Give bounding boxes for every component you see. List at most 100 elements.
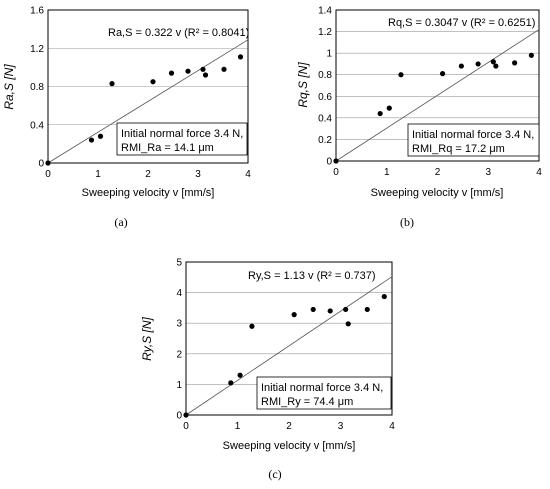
panel-a-note-box — [116, 122, 248, 156]
panel-b-y-tick-label: 1 — [326, 49, 332, 60]
panel-a: 0 0.4 0.8 1.2 1.6 0 1 2 3 4 Ra,S = 0.322 v (R² =… — [2, 6, 251, 230]
panel-c-y-axis-title: Ry,S [N] — [140, 316, 154, 360]
panel-c-y-ticks: 0 1 2 3 4 5 — [176, 258, 182, 422]
panel-a-y-axis-title: Ra,S [N] — [2, 64, 16, 110]
panel-b-y-tick-label: 1.2 — [318, 27, 332, 38]
panel-c-x-tick-label: 4 — [389, 421, 395, 432]
panel-b-y-tick-label: 0.6 — [318, 92, 332, 103]
panel-b-equation: Rq,S = 0.3047 v (R² = 0.6251) — [388, 17, 535, 29]
panel-b-x-tick-label: 4 — [536, 167, 542, 178]
panel-b-y-axis-title: Rq,S [N] — [296, 62, 310, 108]
panel-c-note-box — [256, 376, 392, 410]
panel-c-x-tick-label: 0 — [183, 421, 189, 432]
panel-c-data-point — [291, 312, 297, 318]
panel-a-plot-area — [47, 9, 249, 164]
panel-a-x-tick-label: 0 — [45, 169, 51, 180]
panel-a-y-ticks: 0 0.4 0.8 1.2 1.6 — [30, 6, 44, 170]
panel-c-note-line2: RMI_Ry = 74.4 μm — [261, 396, 353, 408]
panel-b-data-point — [490, 59, 496, 65]
panel-c-equation: Ry,S = 1.13 v (R² = 0.737) — [248, 270, 376, 282]
panel-c-y-tick-label: 0 — [176, 411, 182, 422]
panel-b-data-point — [377, 110, 383, 117]
panel-a-y-tick-label: 1.2 — [30, 44, 44, 55]
panel-a-points — [45, 54, 244, 166]
panel-a-equation: Ra,S = 0.322 v (R² = 0.8041) — [108, 27, 249, 39]
panel-c-gridlines — [186, 292, 392, 385]
panel-b-y-tick-label: 0.2 — [318, 135, 332, 146]
panel-b-data-point — [333, 158, 339, 164]
panel-a-data-point — [168, 70, 175, 76]
panel-a-x-tick-label: 1 — [95, 169, 101, 180]
panel-b-y-tick-label: 0.8 — [318, 70, 332, 81]
panel-c-data-point — [228, 380, 234, 386]
panel-a-x-tick-label: 3 — [195, 169, 201, 180]
panel-a-y-tick-label: 0.8 — [30, 82, 44, 93]
panel-a-x-tick-label: 2 — [145, 169, 151, 180]
panel-a-trendline — [47, 39, 249, 164]
panel-c-data-point — [345, 321, 351, 327]
panel-a-data-point — [150, 79, 156, 85]
panel-b-data-point — [458, 63, 464, 69]
panel-b-data-point — [512, 60, 518, 66]
panel-b: 0 0.2 0.4 0.6 0.8 1 1.2 1.4 0 1 2 3 4 Rq,S = 0.3047… — [296, 6, 542, 230]
panel-a-data-point — [109, 81, 115, 87]
panel-c-data-point — [381, 293, 387, 300]
panel-a-data-point — [45, 160, 51, 166]
panel-a-x-tick-label: 4 — [245, 169, 251, 180]
panel-b-x-tick-label: 3 — [485, 167, 491, 178]
panel-b-x-axis-title: Sweeping velocity v [mm/s] — [371, 187, 504, 199]
panel-a-data-point — [88, 137, 95, 143]
panel-b-data-point — [475, 61, 481, 67]
panel-c-data-point — [327, 308, 333, 314]
panel-b-x-tick-label: 0 — [333, 167, 339, 178]
panel-c-data-point — [364, 306, 370, 313]
panel-a-data-point — [221, 66, 227, 72]
panel-c-x-tick-label: 3 — [338, 421, 344, 432]
panel-b-plot-area — [335, 9, 540, 162]
panel-a-x-ticks: 0 1 2 3 4 — [45, 169, 251, 180]
panel-a-y-tick-label: 0 — [38, 159, 44, 170]
panel-a-caption: (a) — [114, 215, 127, 229]
panel-c-data-point — [183, 412, 189, 418]
panel-b-note-line1: Initial normal force 3.4 N, — [412, 129, 534, 141]
panel-a-note-line1: Initial normal force 3.4 N, — [121, 128, 243, 140]
panel-b-x-tick-label: 1 — [384, 167, 390, 178]
panel-c-data-point — [310, 306, 316, 313]
panel-a-data-point — [202, 72, 209, 78]
panel-b-y-tick-label: 0 — [326, 157, 332, 168]
panel-a-data-point — [237, 54, 244, 60]
panel-c-data-point — [249, 323, 255, 329]
panel-a-data-point — [97, 133, 104, 139]
panel-c-y-tick-label: 5 — [176, 258, 182, 269]
panel-c-trendline — [185, 276, 393, 416]
panel-b-data-point — [398, 72, 404, 78]
panel-b-x-ticks: 0 1 2 3 4 — [333, 167, 542, 178]
panel-c-y-tick-label: 4 — [176, 288, 182, 299]
panel-b-caption: (b) — [400, 215, 414, 229]
panel-c-plot-area — [185, 261, 393, 416]
panel-b-note-line2: RMI_Rq = 17.2 μm — [412, 143, 505, 155]
panel-c-data-point — [343, 306, 349, 313]
panel-b-points — [333, 52, 534, 164]
panel-b-data-point — [439, 71, 446, 77]
panel-c-y-tick-label: 3 — [176, 319, 182, 330]
panel-a-y-tick-label: 0.4 — [30, 120, 44, 131]
panel-a-y-tick-label: 1.6 — [30, 6, 44, 17]
panel-b-data-point — [493, 63, 499, 69]
panel-c-y-tick-label: 1 — [176, 380, 182, 391]
panel-c-x-axis-title: Sweeping velocity v [mm/s] — [223, 440, 356, 452]
panel-a-gridlines — [48, 47, 248, 126]
panel-c-x-ticks: 0 1 2 3 4 — [183, 421, 395, 432]
panel-b-gridlines — [336, 31, 539, 140]
panel-c-x-tick-label: 2 — [286, 421, 292, 432]
panel-b-y-tick-label: 1.4 — [318, 6, 332, 17]
panel-a-x-axis-title: Sweeping velocity v [mm/s] — [82, 187, 215, 199]
panel-b-trendline — [335, 29, 540, 162]
panel-a-data-point — [185, 68, 191, 74]
panel-c-data-point — [237, 372, 243, 378]
panel-c-caption: (c) — [268, 467, 281, 481]
panel-b-data-point — [528, 52, 534, 58]
panel-c-y-tick-label: 2 — [176, 349, 182, 360]
